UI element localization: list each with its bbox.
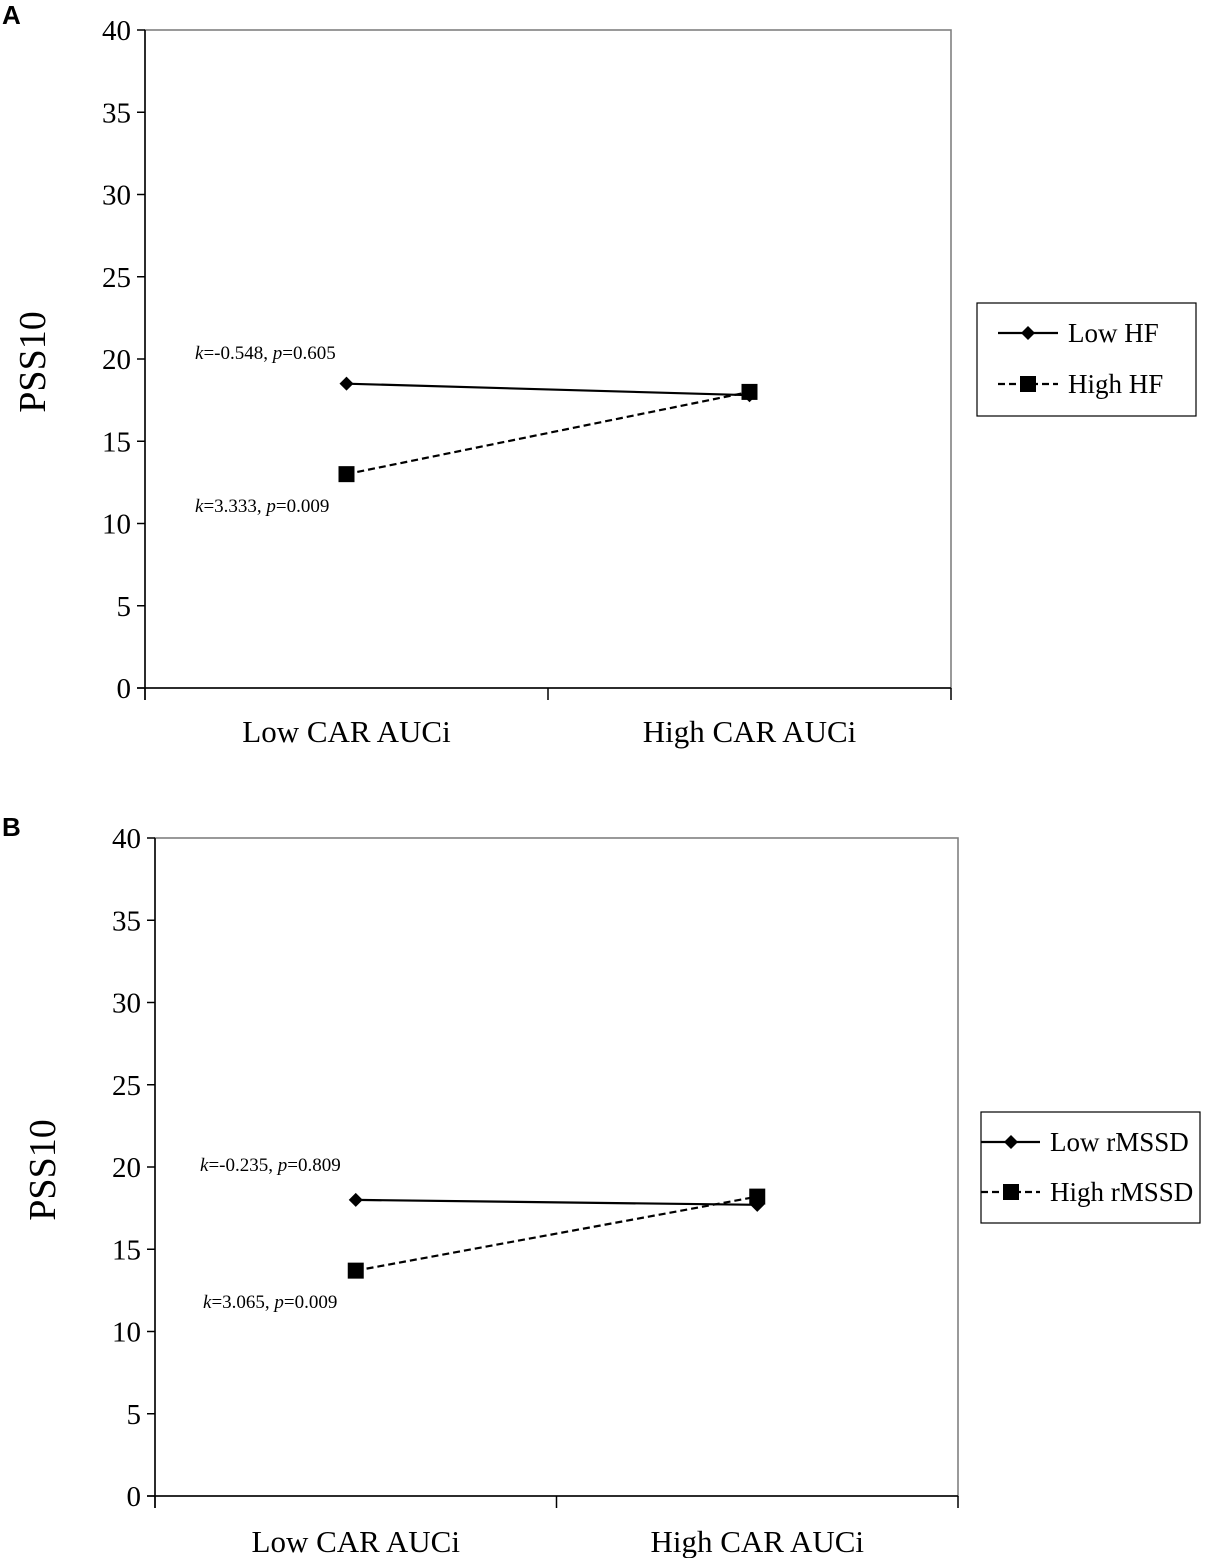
x-tick-label: Low CAR AUCi xyxy=(252,1524,461,1558)
panel-label: B xyxy=(2,812,21,842)
legend-marker xyxy=(1021,326,1035,340)
y-tick-label: 0 xyxy=(127,1481,142,1513)
y-tick-label: 25 xyxy=(112,1070,141,1102)
annotation-2: k=3.333, p=0.009 xyxy=(195,496,329,517)
annotation-2: k=3.065, p=0.009 xyxy=(203,1292,337,1313)
x-tick-label: High CAR AUCi xyxy=(650,1524,864,1558)
y-tick-label: 30 xyxy=(102,180,131,212)
legend-label: High HF xyxy=(1068,369,1163,399)
data-point xyxy=(347,1262,364,1279)
y-tick-label: 15 xyxy=(112,1234,141,1266)
annotation-1: k=-0.235, p=0.809 xyxy=(200,1155,341,1176)
legend-label: High rMSSD xyxy=(1050,1177,1193,1207)
legend: Low HF High HF xyxy=(976,302,1197,417)
y-axis-title: PSS10 xyxy=(22,1119,64,1220)
data-point xyxy=(348,1192,363,1207)
y-axis-title: PSS10 xyxy=(12,311,54,412)
data-point xyxy=(741,383,758,400)
legend-marker xyxy=(1003,1184,1019,1200)
y-tick-label: 15 xyxy=(102,426,131,458)
y-tick-label: 20 xyxy=(112,1152,141,1184)
y-tick-label: 5 xyxy=(127,1399,142,1431)
data-point xyxy=(749,1188,766,1205)
legend-box xyxy=(976,302,1197,417)
legend-marker xyxy=(1004,1135,1018,1149)
legend-label: Low HF xyxy=(1068,318,1159,348)
panel-label: A xyxy=(2,0,21,30)
data-point xyxy=(338,466,355,483)
y-tick-label: 10 xyxy=(102,509,131,541)
y-tick-label: 25 xyxy=(102,262,131,294)
x-tick-label: Low CAR AUCi xyxy=(242,714,451,749)
legend-marker xyxy=(1020,376,1036,392)
series-line xyxy=(355,1195,758,1272)
series-high-hf xyxy=(338,383,758,483)
y-tick-label: 0 xyxy=(117,673,132,705)
data-point xyxy=(339,376,354,391)
y-tick-label: 5 xyxy=(117,591,132,623)
series-low-hf xyxy=(339,376,757,403)
legend-label: Low rMSSD xyxy=(1050,1127,1189,1157)
series-line xyxy=(355,1198,758,1206)
y-tick-label: 35 xyxy=(102,97,131,129)
y-tick-label: 35 xyxy=(112,905,141,937)
y-tick-label: 40 xyxy=(112,823,141,855)
legend-box xyxy=(980,1111,1201,1224)
chart-panel-b: B 0 5 10 15 20 25 30 35 40 Low CAR AUCi High CAR AU… xyxy=(2,812,1201,1558)
annotation-1: k=-0.548, p=0.605 xyxy=(195,343,336,364)
chart-panel-a: A 0 5 10 15 20 25 30 35 40 Low CAR AUCi High CAR AU… xyxy=(2,0,1197,749)
series-high-rmssd xyxy=(347,1188,766,1279)
x-tick-label: High CAR AUCi xyxy=(643,714,857,749)
series-low-rmssd xyxy=(348,1192,765,1212)
y-tick-label: 40 xyxy=(102,15,131,47)
series-line xyxy=(346,382,750,397)
legend: Low rMSSD High rMSSD xyxy=(980,1111,1201,1224)
y-tick-label: 30 xyxy=(112,988,141,1020)
y-tick-label: 20 xyxy=(102,344,131,376)
y-tick-label: 10 xyxy=(112,1317,141,1349)
series-line xyxy=(346,390,750,476)
